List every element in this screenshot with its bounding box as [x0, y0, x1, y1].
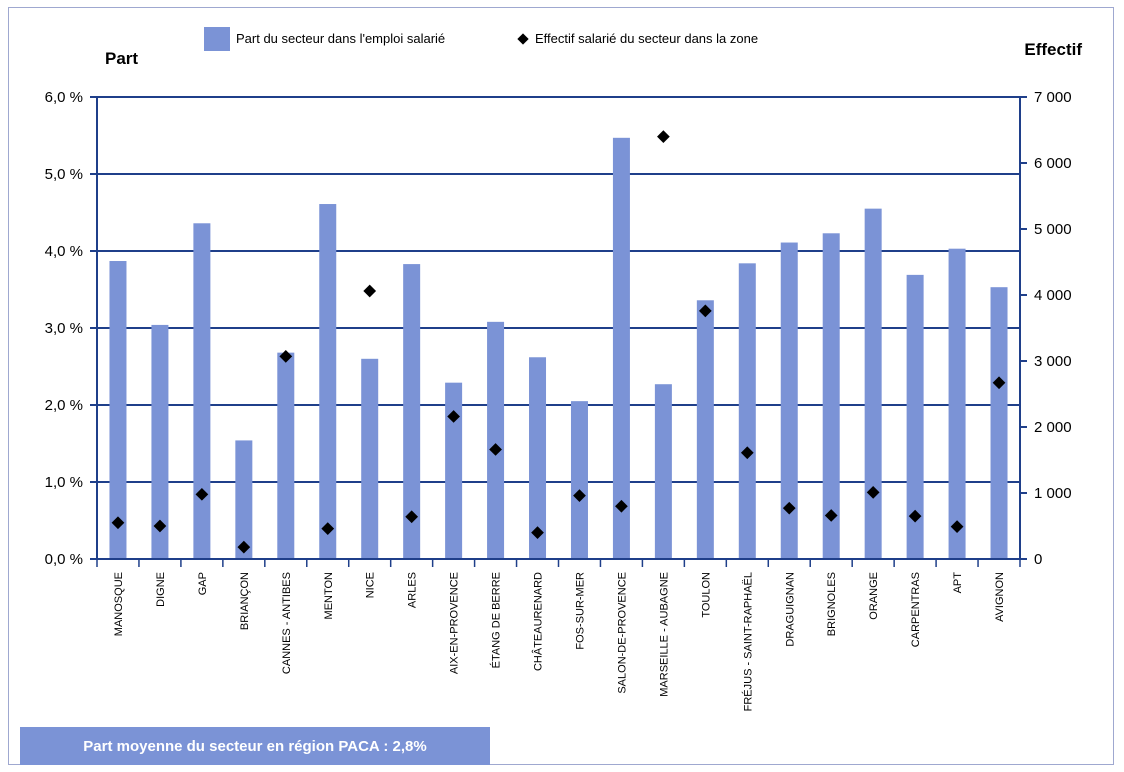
data-point — [657, 130, 670, 143]
right-tick-label: 0 — [1034, 551, 1042, 568]
right-tick-label: 5 000 — [1034, 221, 1072, 238]
bar — [487, 321, 505, 559]
right-tick-label: 2 000 — [1034, 419, 1072, 436]
bar — [612, 137, 630, 559]
data-point — [279, 350, 293, 363]
category-label: ORANGE — [868, 572, 880, 620]
bar — [319, 204, 337, 559]
right-tick-label: 6 000 — [1034, 155, 1072, 172]
category-label: GAP — [197, 572, 209, 595]
category-label: MARSEILLE - AUBAGNE — [658, 572, 670, 697]
bar — [277, 352, 295, 559]
bar — [403, 264, 421, 559]
bar — [906, 274, 924, 559]
data-point — [447, 410, 460, 423]
bar — [109, 261, 127, 559]
left-tick-label: 2,0 % — [45, 397, 83, 414]
legend-bar-swatch — [204, 27, 230, 51]
category-label: TOULON — [700, 572, 712, 618]
category-label: CHÂTEAURENARD — [532, 572, 545, 671]
category-label: AVIGNON — [994, 572, 1006, 622]
data-point — [363, 284, 377, 298]
category-label: ARLES — [407, 572, 419, 608]
category-label: AIX-EN-PROVENCE — [449, 572, 461, 674]
category-label: CARPENTRAS — [910, 572, 922, 647]
bar — [654, 384, 672, 559]
right-tick-label: 1 000 — [1034, 485, 1072, 502]
bar — [990, 287, 1008, 559]
legend-point-swatch — [517, 33, 529, 45]
legend-point-label: Effectif salarié du secteur dans la zone — [535, 31, 758, 46]
bar — [445, 382, 463, 559]
bar — [948, 248, 966, 559]
category-label: FRÉJUS - SAINT-RAPHAËL — [741, 572, 754, 711]
category-label: ÉTANG DE BERRE — [490, 572, 503, 668]
left-tick-label: 6,0 % — [45, 89, 83, 106]
bar — [696, 300, 714, 559]
right-tick-label: 4 000 — [1034, 287, 1072, 304]
category-label: SALON-DE-PROVENCE — [616, 572, 628, 694]
bar — [780, 242, 798, 559]
bar — [235, 440, 253, 559]
bar — [193, 223, 211, 559]
data-point — [489, 443, 502, 456]
left-tick-label: 5,0 % — [45, 166, 83, 183]
category-label: BRIGNOLES — [826, 572, 838, 636]
bar — [529, 357, 547, 559]
chart-frame — [8, 7, 1114, 765]
legend-bar-label: Part du secteur dans l'emploi salarié — [236, 31, 445, 46]
category-label: BRIANÇON — [239, 572, 251, 630]
left-tick-label: 0,0 % — [45, 551, 83, 568]
bar — [822, 233, 840, 560]
category-label: APT — [952, 572, 964, 594]
category-label: DRAGUIGNAN — [784, 572, 796, 647]
category-label: FOS-SUR-MER — [574, 572, 586, 650]
bar — [570, 401, 588, 559]
category-label: CANNES - ANTIBES — [281, 572, 293, 674]
right-tick-label: 3 000 — [1034, 353, 1072, 370]
left-axis-title: Part — [105, 49, 138, 68]
right-tick-label: 7 000 — [1034, 89, 1072, 106]
category-label: MENTON — [323, 572, 335, 620]
category-label: MANOSQUE — [113, 572, 125, 636]
category-label: DIGNE — [155, 572, 167, 607]
bar — [361, 358, 379, 559]
left-tick-label: 1,0 % — [45, 474, 83, 491]
bar — [151, 324, 169, 559]
data-point — [195, 487, 209, 501]
bar — [864, 208, 882, 559]
bar — [738, 263, 756, 559]
left-tick-label: 4,0 % — [45, 243, 83, 260]
right-axis-title: Effectif — [1024, 40, 1082, 59]
category-label: NICE — [365, 572, 377, 598]
footer-average-note: Part moyenne du secteur en région PACA :… — [20, 727, 490, 765]
left-tick-label: 3,0 % — [45, 320, 83, 337]
